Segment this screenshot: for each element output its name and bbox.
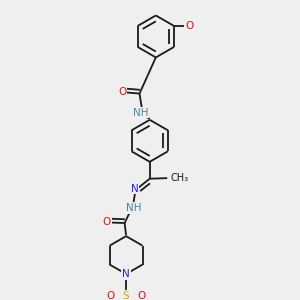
Text: N: N <box>122 269 130 279</box>
Text: NH: NH <box>126 203 141 213</box>
Text: O: O <box>106 291 115 300</box>
Text: O: O <box>103 218 111 227</box>
Text: O: O <box>138 291 146 300</box>
Text: S: S <box>123 291 129 300</box>
Text: CH₃: CH₃ <box>171 173 189 183</box>
Text: O: O <box>185 21 193 31</box>
Text: NH: NH <box>133 107 149 118</box>
Text: O: O <box>118 87 126 97</box>
Text: N: N <box>131 184 138 194</box>
